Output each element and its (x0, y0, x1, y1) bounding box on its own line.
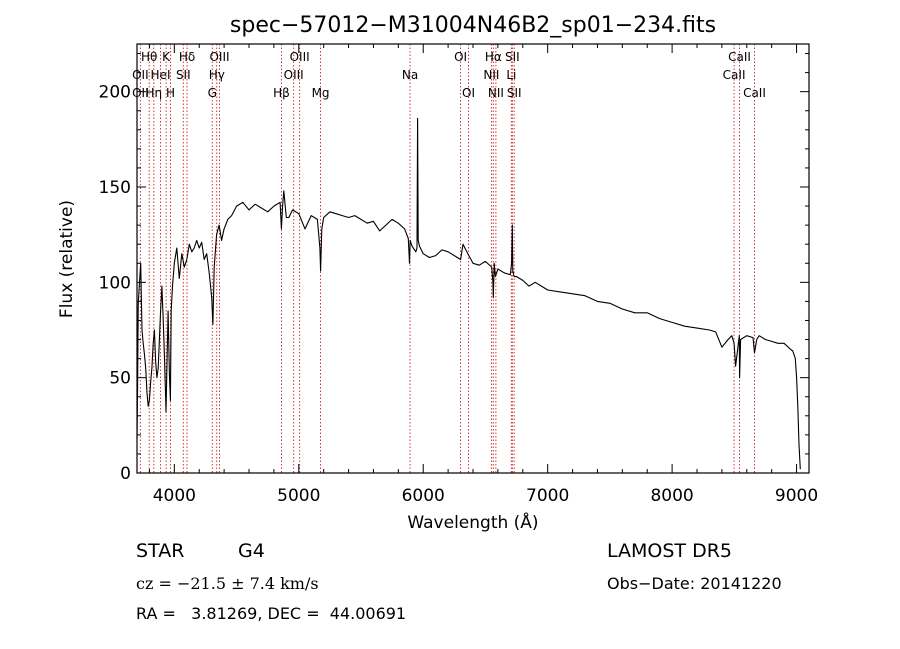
spectral-line-label: Hδ (179, 50, 195, 64)
spectral-line-label: Li (506, 68, 516, 82)
spectral-line-label: H (166, 86, 175, 100)
spectral-line-label: OIII (290, 50, 310, 64)
spectrum-line (136, 117, 801, 470)
x-tick-label: 6000 (402, 486, 445, 506)
object-subclass: G4 (238, 540, 265, 562)
spectral-line-label: Na (402, 68, 418, 82)
redshift-cz: cz = −21.5 ± 7.4 km/s (136, 574, 319, 593)
spectral-line-markers (139, 44, 755, 473)
x-tick-label: 4000 (153, 486, 196, 506)
y-tick-label: 100 (99, 273, 131, 293)
x-tick-label: 9000 (775, 486, 818, 506)
spectral-line-label: OII (132, 86, 149, 100)
observation-date: Obs−Date: 20141220 (607, 574, 782, 593)
spectral-line-label: OI (454, 50, 467, 64)
spectral-line-label: CaII (723, 68, 746, 82)
spectral-line-label: NII (488, 86, 504, 100)
spectral-line-label: NII (483, 68, 499, 82)
coordinates: RA = 3.81269, DEC = 44.00691 (136, 604, 407, 623)
spectral-line-label: Mg (312, 86, 330, 100)
y-tick-label: 50 (109, 369, 131, 389)
spectral-line-label: Hη (145, 86, 162, 100)
spectral-line-label: OI (462, 86, 475, 100)
x-axis-label: Wavelength (Å) (407, 511, 538, 533)
y-tick-label: 0 (120, 464, 131, 484)
survey-name: LAMOST DR5 (607, 540, 732, 562)
spectral-line-label: OIII (284, 68, 304, 82)
spectral-line-label: Hγ (209, 68, 225, 82)
x-tick-label: 7000 (526, 486, 569, 506)
spectral-line-label: CaII (743, 86, 766, 100)
x-tick-label: 8000 (650, 486, 693, 506)
spectral-line-label: SII (507, 86, 522, 100)
spectral-line-label: CaII (728, 50, 751, 64)
y-axis-label: Flux (relative) (57, 200, 77, 318)
y-tick-label: 200 (99, 83, 131, 103)
spectral-line-label: G (208, 86, 217, 100)
spectral-line-label: HeI (151, 68, 171, 82)
y-axis-ticks: 0 50 100 150 200 (99, 53, 809, 484)
object-class: STAR (136, 540, 185, 562)
spectral-line-label: Hθ (141, 50, 157, 64)
spectral-line-label: K (162, 50, 171, 64)
spectral-line-label: SII (176, 68, 191, 82)
plot-frame (136, 43, 810, 474)
spectral-line-label: Hα (485, 50, 502, 64)
x-axis-ticks: 4000 5000 6000 7000 8000 9000 (148, 44, 818, 506)
spectral-line-label: OII (132, 68, 149, 82)
spectral-line-label: Hβ (273, 86, 290, 100)
spectral-line-label: SII (505, 50, 520, 64)
x-tick-label: 5000 (277, 486, 320, 506)
y-tick-label: 150 (99, 178, 131, 198)
chart-title: spec−57012−M31004N46B2_sp01−234.fits (230, 13, 716, 38)
spectral-line-label: OIII (209, 50, 229, 64)
